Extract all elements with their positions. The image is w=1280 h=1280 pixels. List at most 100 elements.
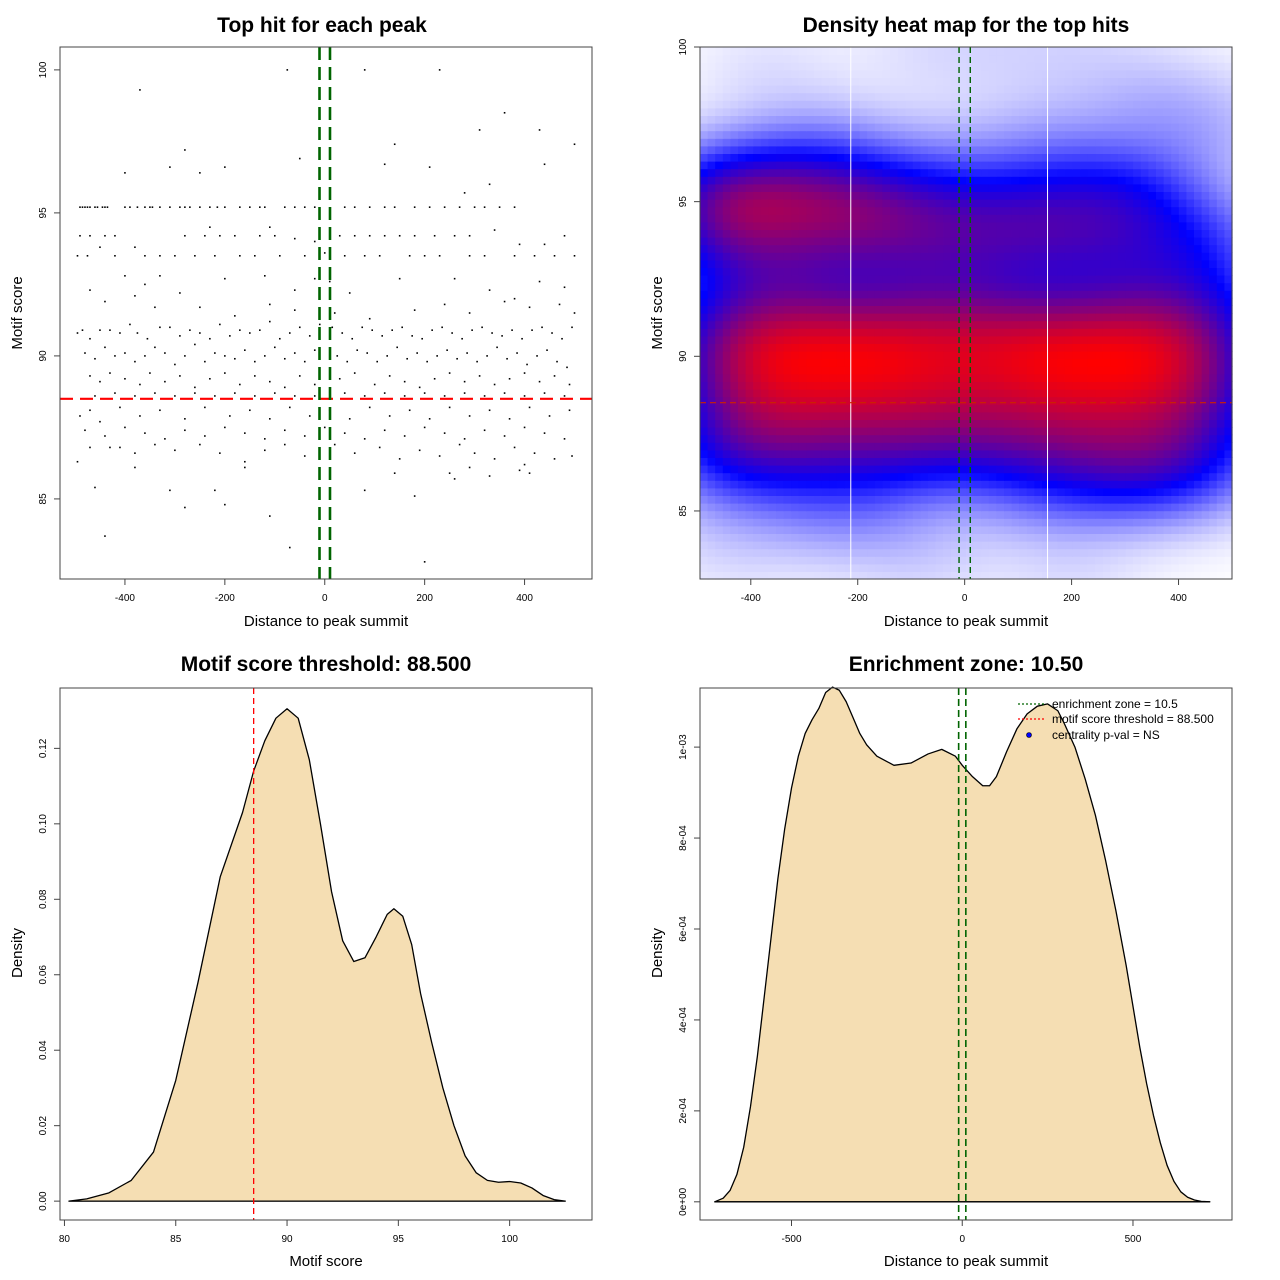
heatmap-cell — [882, 419, 891, 428]
heatmap-cell — [806, 366, 815, 375]
heatmap-cell — [897, 442, 906, 451]
heatmap-cell — [867, 92, 876, 101]
heatmap-cell — [1133, 548, 1142, 557]
heatmap-cell — [1049, 275, 1058, 284]
heatmap-cell — [935, 259, 944, 268]
heatmap-cell — [745, 351, 754, 360]
heatmap-cell — [874, 176, 883, 185]
heatmap-cell — [852, 533, 861, 542]
scatter-point — [89, 337, 91, 340]
heatmap-cell — [1140, 556, 1149, 565]
heatmap-cell — [1011, 343, 1020, 352]
heatmap-cell — [966, 320, 975, 329]
heatmap-cell — [730, 389, 739, 398]
heatmap-cell — [821, 518, 830, 527]
heatmap-cell — [1110, 472, 1119, 481]
heatmap-cell — [1171, 267, 1180, 276]
heatmap-cell — [1118, 237, 1127, 246]
heatmap-cell — [1102, 396, 1111, 405]
heatmap-cell — [1019, 449, 1028, 458]
heatmap-cell — [1080, 130, 1089, 139]
heatmap-cell — [1049, 290, 1058, 299]
heatmap-cell — [1224, 449, 1233, 458]
heatmap-cell — [897, 328, 906, 337]
heatmap-cell — [776, 541, 785, 550]
heatmap-cell — [829, 449, 838, 458]
heatmap-cell — [836, 176, 845, 185]
heatmap-cell — [1042, 191, 1051, 200]
heatmap-cell — [1087, 480, 1096, 489]
heatmap-cell — [897, 533, 906, 542]
heatmap-cell — [1087, 221, 1096, 230]
heatmap-cell — [935, 183, 944, 192]
heatmap-cell — [935, 123, 944, 132]
heatmap-cell — [1049, 297, 1058, 306]
heatmap-cell — [1034, 427, 1043, 436]
heatmap-cell — [738, 115, 747, 124]
heatmap-cell — [852, 85, 861, 94]
heatmap-cell — [1201, 206, 1210, 215]
heatmap-cell — [1186, 328, 1195, 337]
scatter-point — [269, 226, 271, 228]
heatmap-cell — [1156, 465, 1165, 474]
heatmap-cell — [1110, 206, 1119, 215]
heatmap-cell — [928, 282, 937, 291]
heatmap-cell — [1171, 161, 1180, 170]
heatmap-cell — [715, 77, 724, 86]
heatmap-cell — [776, 297, 785, 306]
heatmap-cell — [1019, 123, 1028, 132]
heatmap-cell — [768, 404, 777, 413]
heatmap-cell — [920, 381, 929, 390]
heatmap-cell — [1011, 442, 1020, 451]
heatmap-cell — [852, 548, 861, 557]
scatter-point — [463, 380, 466, 383]
heatmap-cell — [1049, 161, 1058, 170]
heatmap-cell — [1133, 449, 1142, 458]
heatmap-cell — [1201, 282, 1210, 291]
heatmap-cell — [1019, 525, 1028, 534]
heatmap-cell — [1026, 206, 1035, 215]
scatter-point — [563, 234, 566, 237]
heatmap-cell — [768, 449, 777, 458]
heatmap-cell — [1140, 427, 1149, 436]
heatmap-cell — [935, 358, 944, 367]
heatmap-cell — [1057, 495, 1066, 504]
heatmap-cell — [943, 541, 952, 550]
heatmap-cell — [981, 191, 990, 200]
heatmap-cell — [1026, 153, 1035, 162]
heatmap-cell — [1064, 487, 1073, 496]
heatmap-cell — [1057, 130, 1066, 139]
panel-heatmap: Density heat map for the top hits Distan… — [649, 14, 1233, 630]
heatmap-cell — [897, 556, 906, 565]
heatmap-cell — [859, 107, 868, 116]
heatmap-cell — [1125, 541, 1134, 550]
heatmap-cell — [1072, 487, 1081, 496]
heatmap-cell — [776, 138, 785, 147]
heatmap-cell — [1042, 556, 1051, 565]
heatmap-cell — [806, 465, 815, 474]
heatmap-cell — [1216, 259, 1225, 268]
heatmap-cell — [1072, 115, 1081, 124]
heatmap-cell — [1080, 495, 1089, 504]
heatmap-cell — [1186, 503, 1195, 512]
heatmap-cell — [844, 411, 853, 420]
heatmap-cell — [768, 85, 777, 94]
heatmap-cell — [768, 320, 777, 329]
heatmap-cell — [1087, 161, 1096, 170]
heatmap-cell — [1110, 525, 1119, 534]
heatmap-cell — [798, 252, 807, 261]
heatmap-cell — [1102, 275, 1111, 284]
heatmap-cell — [996, 480, 1005, 489]
heatmap-cell — [791, 419, 800, 428]
heatmap-cell — [912, 168, 921, 177]
scatter-point — [413, 495, 416, 497]
heatmap-cell — [738, 457, 747, 466]
heatmap-cell — [829, 229, 838, 238]
heatmap-cell — [783, 290, 792, 299]
heatmap-cell — [1095, 275, 1104, 284]
heatmap-cell — [844, 85, 853, 94]
heatmap-cell — [973, 373, 982, 382]
heatmap-cell — [783, 305, 792, 314]
heatmap-cell — [1110, 541, 1119, 550]
scatter-point — [331, 326, 334, 329]
